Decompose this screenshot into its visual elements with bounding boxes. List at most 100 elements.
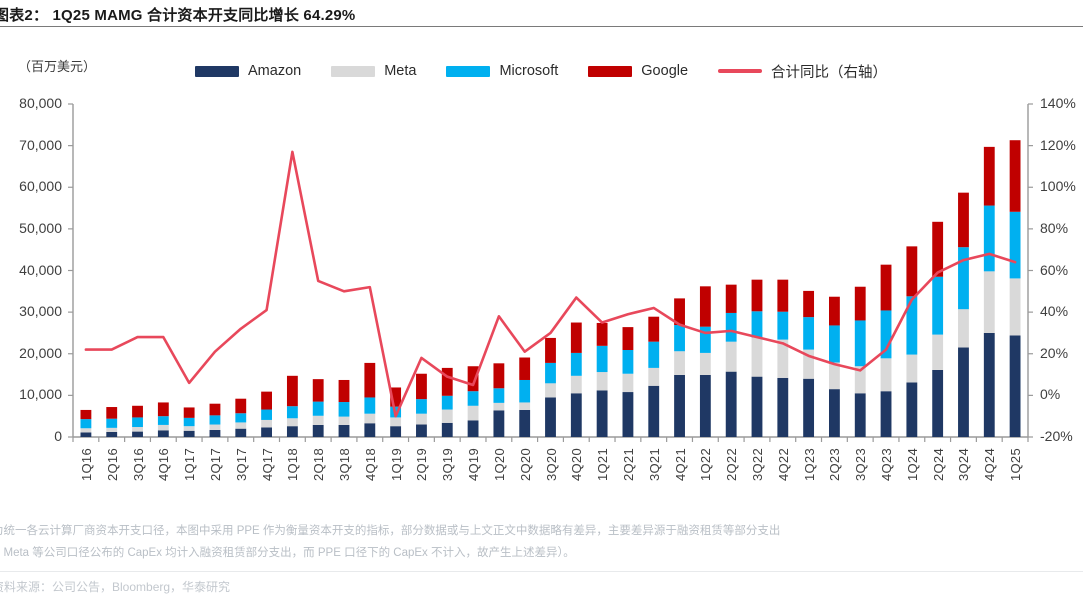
figure-title-bar: 图表2： 1Q25 MAMG 合计资本开支同比增长 64.29% <box>0 0 1083 27</box>
bar-segment-google <box>932 221 944 277</box>
bar-segment-meta <box>467 405 479 421</box>
bar-segment-amazon <box>390 426 402 437</box>
bar-segment-microsoft <box>854 320 866 367</box>
bar-segment-google <box>209 403 221 416</box>
y-axis-left-tick-label: 20,000 <box>19 344 62 361</box>
footnote-line-1: 为统一各云计算厂商资本开支口径，本图中采用 PPE 作为衡量资本开支的指标，部分… <box>0 525 781 537</box>
legend-swatch-icon <box>331 65 376 77</box>
y-axis-left-tick-label: 10,000 <box>19 386 62 403</box>
bar-segment-microsoft <box>983 205 995 272</box>
bar-segment-microsoft <box>183 417 195 427</box>
bar-segment-microsoft <box>157 416 169 425</box>
x-axis-tick-label: 4Q20 <box>569 448 585 482</box>
y-axis-left: 0 10,000 20,000 30,000 40,000 50,000 60,000 70,… <box>2 95 62 445</box>
bar-segment-amazon <box>777 377 789 437</box>
bar-segment-meta <box>958 309 969 348</box>
x-axis-tick-label: 3Q18 <box>337 448 352 482</box>
y-axis-left-tick-label: 80,000 <box>19 95 62 111</box>
x-axis-tick-label: 4Q22 <box>775 448 791 482</box>
x-axis-tick-label: 1Q18 <box>285 448 301 482</box>
bar-segment-amazon <box>312 424 324 437</box>
bar-segment-microsoft <box>364 397 376 414</box>
bar-segment-meta <box>570 375 582 394</box>
y-axis-right-tick-label: 40% <box>1040 303 1069 320</box>
bar-segment-meta <box>312 415 324 425</box>
bar-segment-amazon <box>1009 335 1021 437</box>
bar-segment-amazon <box>596 390 608 437</box>
y-axis-right: -20% 0% 20% 40% 60% 80% 100% 120% 140% <box>1030 95 1083 445</box>
bar-segment-microsoft <box>493 388 505 403</box>
bar-segment-amazon <box>261 427 272 437</box>
bar-segment-meta <box>674 351 685 375</box>
source-divider <box>0 571 1083 572</box>
bar-segment-meta <box>364 413 376 424</box>
legend-label: 合计同比（右轴） <box>771 64 888 81</box>
bar-segment-google <box>983 146 995 206</box>
x-axis-tick-label: 2Q19 <box>414 448 430 482</box>
bar-segment-meta <box>132 427 143 432</box>
bar-segment-google <box>622 327 634 350</box>
bar-segment-microsoft <box>261 409 272 420</box>
bar-segment-meta <box>493 402 505 411</box>
y-axis-left-tick-label: 60,000 <box>19 178 62 195</box>
bar-segment-amazon <box>854 393 866 437</box>
x-axis-tick-label: 3Q16 <box>130 448 146 482</box>
bar-segment-google <box>235 398 247 414</box>
x-axis-tick-label: 2Q23 <box>827 448 843 482</box>
bar-segment-google <box>338 379 350 403</box>
bar-segment-google <box>132 405 143 418</box>
bar-segment-microsoft <box>235 413 247 423</box>
bar-segment-microsoft <box>777 311 789 340</box>
x-axis-tick-label: 2Q18 <box>311 448 327 482</box>
legend-swatch-icon <box>446 65 491 77</box>
chart-canvas <box>68 103 1033 442</box>
bar-segment-google <box>803 290 815 318</box>
y-axis-unit-label: （百万美元） <box>18 59 97 74</box>
bar-segment-microsoft <box>106 418 118 428</box>
x-axis-tick-label: 3Q24 <box>956 448 972 482</box>
bar-segment-microsoft <box>906 296 918 355</box>
bar-segment-meta <box>829 362 840 390</box>
legend-item-meta: Meta <box>331 63 416 79</box>
bar-segment-amazon <box>80 432 92 437</box>
bar-segment-amazon <box>674 374 685 437</box>
bar-segment-meta <box>157 424 169 431</box>
title-divider <box>0 26 1083 27</box>
bar-segment-meta <box>699 352 711 375</box>
bar-segment-meta <box>338 416 350 425</box>
x-axis-tick-label: 1Q20 <box>491 448 507 482</box>
x-axis-tick-label: 3Q19 <box>440 448 456 482</box>
bar-segment-amazon <box>725 371 737 437</box>
y-axis-right-tick-label: -20% <box>1040 428 1073 444</box>
bar-segment-google <box>829 296 840 326</box>
bar-segment-meta <box>803 349 815 379</box>
y-axis-left-tick-label: 0 <box>54 428 62 444</box>
bar-segment-google <box>674 298 685 326</box>
x-axis-tick-label: 3Q20 <box>543 448 559 482</box>
bar-segment-microsoft <box>674 325 685 352</box>
bar-segment-microsoft <box>467 391 479 406</box>
plot-area: 0 10,000 20,000 30,000 40,000 50,000 60,000 70,… <box>0 95 1083 445</box>
y-axis-right-tick-label: 120% <box>1040 136 1076 153</box>
legend-item-microsoft: Microsoft <box>446 63 558 79</box>
bar-segment-google <box>777 279 789 312</box>
legend-item-google: Google <box>588 63 688 79</box>
bar-segment-google <box>390 387 402 407</box>
bar-segment-amazon <box>416 424 427 437</box>
legend-label: Google <box>641 63 689 79</box>
bar-segment-microsoft <box>80 419 92 429</box>
bar-segment-amazon <box>338 424 350 437</box>
bar-segment-google <box>441 367 453 396</box>
y-axis-left-tick-label: 40,000 <box>19 261 62 278</box>
x-axis-tick-label: 2Q21 <box>620 448 636 482</box>
bar-segment-amazon <box>545 397 556 437</box>
bar-segment-amazon <box>751 376 763 437</box>
bar-series-group <box>80 140 1021 437</box>
bar-segment-meta <box>416 413 427 425</box>
y-axis-right-tick-label: 20% <box>1040 344 1069 361</box>
bar-segment-microsoft <box>545 362 556 384</box>
bar-segment-microsoft <box>312 401 324 416</box>
legend-item-: 合计同比（右轴） <box>718 61 887 82</box>
bar-segment-meta <box>519 402 531 410</box>
